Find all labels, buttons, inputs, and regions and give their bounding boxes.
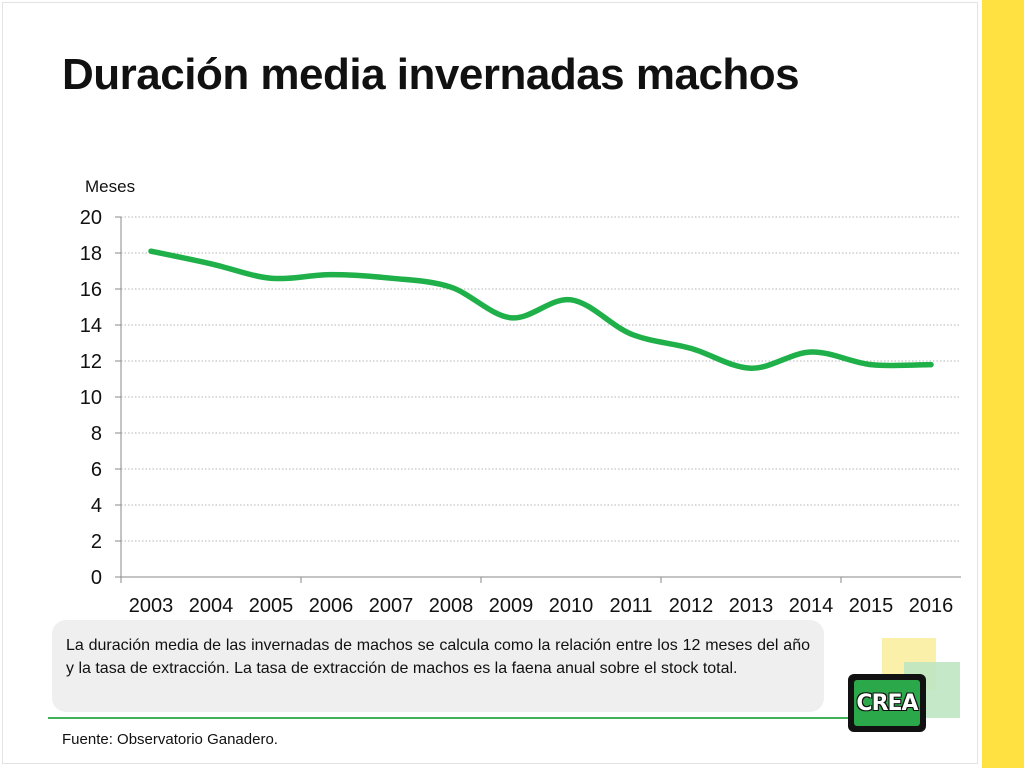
axes: 0 2 4 6 8 10 12 14 16 18 20 2003 2004 2005 2006 2007 200… — [80, 207, 961, 617]
source-text: Fuente: Observatorio Ganadero. — [62, 731, 278, 748]
data-point-2015 — [868, 362, 874, 368]
data-point-2013 — [748, 365, 754, 371]
note-text: La duración media de las invernadas de m… — [66, 637, 810, 677]
x-tick-label: 2011 — [609, 595, 652, 617]
note-box: La duración media de las invernadas de m… — [52, 620, 824, 712]
x-tick-label: 2008 — [429, 595, 474, 617]
series-line-0 — [148, 248, 934, 371]
data-point-2007 — [388, 275, 394, 281]
x-tick-label: 2015 — [849, 595, 894, 617]
y-tick-label: 20 — [80, 207, 102, 229]
data-point-2003 — [148, 248, 154, 254]
slide-frame — [2, 2, 978, 764]
data-point-2004 — [208, 261, 214, 267]
x-tick-label: 2005 — [249, 595, 294, 617]
data-point-2006 — [328, 272, 334, 278]
line-chart: 0 2 4 6 8 10 12 14 16 18 20 2003 2004 2005 2006 2007 200… — [80, 177, 961, 617]
logo-badge: CREA — [848, 674, 926, 732]
y-tick-label: 8 — [91, 423, 102, 445]
y-tick-label: 4 — [91, 495, 102, 517]
data-point-2012 — [688, 345, 694, 351]
data-point-2014 — [808, 349, 814, 355]
x-tick-label: 2006 — [309, 595, 354, 617]
data-point-2009 — [508, 315, 514, 321]
data-point-2005 — [268, 275, 274, 281]
y-tick-label: 18 — [80, 243, 102, 265]
x-tick-label: 2016 — [909, 595, 954, 617]
logo-inner: CREA — [854, 680, 920, 726]
y-tick-label: 14 — [80, 315, 102, 337]
side-accent-bar — [982, 0, 1024, 768]
y-tick-label: 12 — [80, 351, 102, 373]
footer-rule — [48, 717, 848, 719]
crea-logo: CREA — [846, 638, 962, 734]
gridlines — [121, 216, 961, 542]
slide-title: Duración media invernadas machos — [62, 50, 800, 99]
data-point-2011 — [628, 331, 634, 337]
x-tick-label: 2003 — [129, 595, 174, 617]
x-tick-label: 2014 — [789, 595, 834, 617]
x-tick-label: 2007 — [369, 595, 414, 617]
y-tick-label: 10 — [80, 387, 102, 409]
data-point-2010 — [568, 297, 574, 303]
data-point-2016 — [928, 362, 934, 368]
y-tick-label: 0 — [91, 567, 102, 589]
y-tick-label: 16 — [80, 279, 102, 301]
series-layer — [148, 248, 934, 371]
x-tick-label: 2004 — [189, 595, 234, 617]
y-tick-label: 2 — [91, 531, 102, 553]
logo-text: CREA — [856, 690, 918, 716]
x-tick-label: 2012 — [669, 595, 714, 617]
x-tick-label: 2013 — [729, 595, 774, 617]
x-tick-label: 2010 — [549, 595, 594, 617]
y-axis-label: Meses — [85, 177, 135, 196]
data-point-2008 — [448, 284, 454, 290]
x-tick-label: 2009 — [489, 595, 534, 617]
y-tick-label: 6 — [91, 459, 102, 481]
